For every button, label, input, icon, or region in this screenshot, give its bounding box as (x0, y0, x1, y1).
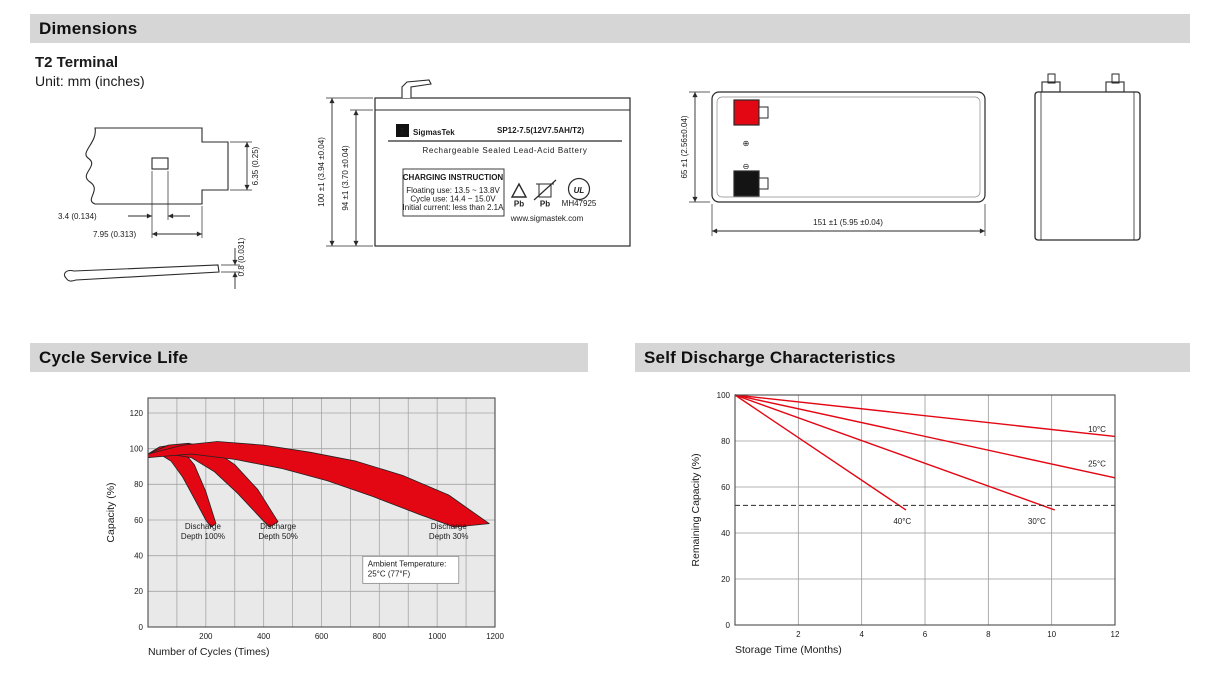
cycle-service-life-chart: 0 20 40 60 80 100 120 200 400 600 800 1000 1200 Disch… (105, 397, 504, 658)
terminal-top-view (85, 127, 229, 205)
svg-text:600: 600 (315, 632, 329, 641)
svg-text:12: 12 (1111, 630, 1120, 639)
svg-text:2: 2 (796, 630, 801, 639)
negative-terminal-black (733, 170, 760, 197)
svg-text:0: 0 (726, 621, 731, 630)
terminal-dim-tab: 6.35 (0.25) (251, 146, 260, 185)
terminal-dim-thickness: 0.8 (0.031) (237, 237, 246, 276)
svg-text:800: 800 (373, 632, 387, 641)
unit-label: Unit: mm (inches) (35, 73, 145, 89)
end-terminal-pin-left (1047, 73, 1056, 84)
svg-text:Remaining Capacity (%): Remaining Capacity (%) (690, 453, 702, 566)
side-body (711, 91, 986, 203)
terminal-type-label: T2 Terminal (35, 54, 119, 71)
side-body-inner (716, 96, 981, 198)
self-discharge-title: Self Discharge Characteristics (644, 347, 896, 367)
battery-terminal-tab (401, 79, 432, 98)
svg-text:40°C: 40°C (893, 517, 911, 526)
dimension-drawings: 3.4 (0.134) 7.95 (0.313) 6.35 (0.25) 0.8… (58, 73, 1141, 289)
svg-text:Capacity (%): Capacity (%) (105, 482, 117, 542)
side-dim-height: 65 ±1 (2.56±0.04) (680, 115, 689, 178)
svg-text:60: 60 (721, 483, 730, 492)
charging-instruction-box (402, 168, 505, 217)
svg-text:20: 20 (134, 587, 143, 596)
svg-text:400: 400 (257, 632, 271, 641)
front-dim-height-inner: 94 ±1 (3.70 ±0.04) (341, 145, 350, 211)
svg-text:80: 80 (134, 480, 143, 489)
cycle-service-life-title: Cycle Service Life (39, 347, 189, 367)
end-body (1034, 91, 1141, 241)
side-dim-length: 151 ±1 (5.95 ±0.04) (813, 218, 883, 227)
charging-line2: Cycle use: 14.4 ~ 15.0V (410, 195, 496, 204)
section-header-dimensions: Dimensions (30, 14, 1190, 43)
battery-side-view: ⊕ ⊖ 65 ±1 (2.56±0.04) 151 ±1 (5.95 ±0.04… (680, 91, 986, 236)
polarity-positive-symbol: ⊕ (743, 139, 750, 148)
polarity-negative-symbol: ⊖ (743, 162, 750, 171)
svg-text:8: 8 (986, 630, 991, 639)
model-number: SP12-7.5(12V7.5AH/T2) (497, 126, 584, 135)
svg-text:200: 200 (199, 632, 213, 641)
terminal-hole (151, 157, 169, 170)
terminal-detail-drawing: 3.4 (0.134) 7.95 (0.313) 6.35 (0.25) 0.8… (58, 127, 260, 289)
svg-text:1000: 1000 (428, 632, 446, 641)
dimensions-title: Dimensions (39, 18, 138, 38)
svg-text:100: 100 (717, 391, 731, 400)
svg-text:20: 20 (721, 575, 730, 584)
charging-line3: Initial current: less than 2.1A (403, 203, 505, 212)
battery-end-view (1034, 73, 1141, 241)
svg-text:10: 10 (1047, 630, 1056, 639)
svg-text:100: 100 (130, 444, 144, 453)
charging-title: CHARGING INSTRUCTION (403, 173, 504, 182)
svg-text:120: 120 (130, 409, 144, 418)
svg-text:6: 6 (923, 630, 928, 639)
svg-text:0: 0 (139, 623, 144, 632)
pb-label-2: Pb (540, 200, 550, 209)
svg-text:30°C: 30°C (1028, 517, 1046, 526)
ul-letters: UL (574, 186, 585, 195)
svg-text:Ambient Temperature:25°C (77°F: Ambient Temperature: 25°C (77°F) (368, 559, 447, 578)
positive-terminal-red (733, 99, 760, 126)
svg-text:25°C: 25°C (1088, 459, 1106, 468)
battery-type-label: Rechargeable Sealed Lead-Acid Battery (423, 146, 588, 155)
brand-name: SigmasTek (413, 128, 455, 137)
section-header-cycle-service-life: Cycle Service Life (30, 343, 588, 372)
svg-text:40: 40 (721, 529, 730, 538)
recycle-pb-icon (510, 182, 528, 198)
brand-logo-mark (396, 124, 409, 137)
svg-text:80: 80 (721, 437, 730, 446)
terminal-side-profile (63, 264, 220, 282)
svg-text:1200: 1200 (486, 632, 504, 641)
battery-front-view: Σ SigmasTek SP12-7.5(12V7.5AH/T2) Rechar… (317, 79, 631, 247)
positive-terminal-tab (758, 106, 769, 119)
end-terminal-pin-right (1111, 73, 1120, 84)
terminal-dim-width: 3.4 (0.134) (58, 212, 97, 221)
svg-text:60: 60 (134, 516, 143, 525)
brand-sigma-glyph: Σ (400, 127, 405, 136)
charging-line1: Floating use: 13.5 ~ 13.8V (406, 186, 500, 195)
svg-text:Number of Cycles (Times): Number of Cycles (Times) (148, 646, 270, 658)
svg-text:10°C: 10°C (1088, 425, 1106, 434)
self-discharge-chart: 0 20 40 60 80 100 2 4 6 8 10 12 10°C 25°C 40°C 30°C Stor… (690, 391, 1120, 656)
terminal-dim-pitch: 7.95 (0.313) (93, 230, 136, 239)
svg-text:4: 4 (859, 630, 864, 639)
ul-certification-icon (567, 177, 591, 201)
negative-terminal-tab (758, 177, 769, 190)
front-dim-height-outer: 100 ±1 (3.94 ±0.04) (317, 137, 326, 207)
pb-label-1: Pb (514, 200, 524, 209)
svg-text:Storage Time (Months): Storage Time (Months) (735, 644, 842, 656)
svg-text:40: 40 (134, 551, 143, 560)
ul-file-number: MH47925 (562, 199, 597, 208)
website-label: www.sigmastek.com (510, 214, 584, 223)
section-header-self-discharge: Self Discharge Characteristics (635, 343, 1190, 372)
